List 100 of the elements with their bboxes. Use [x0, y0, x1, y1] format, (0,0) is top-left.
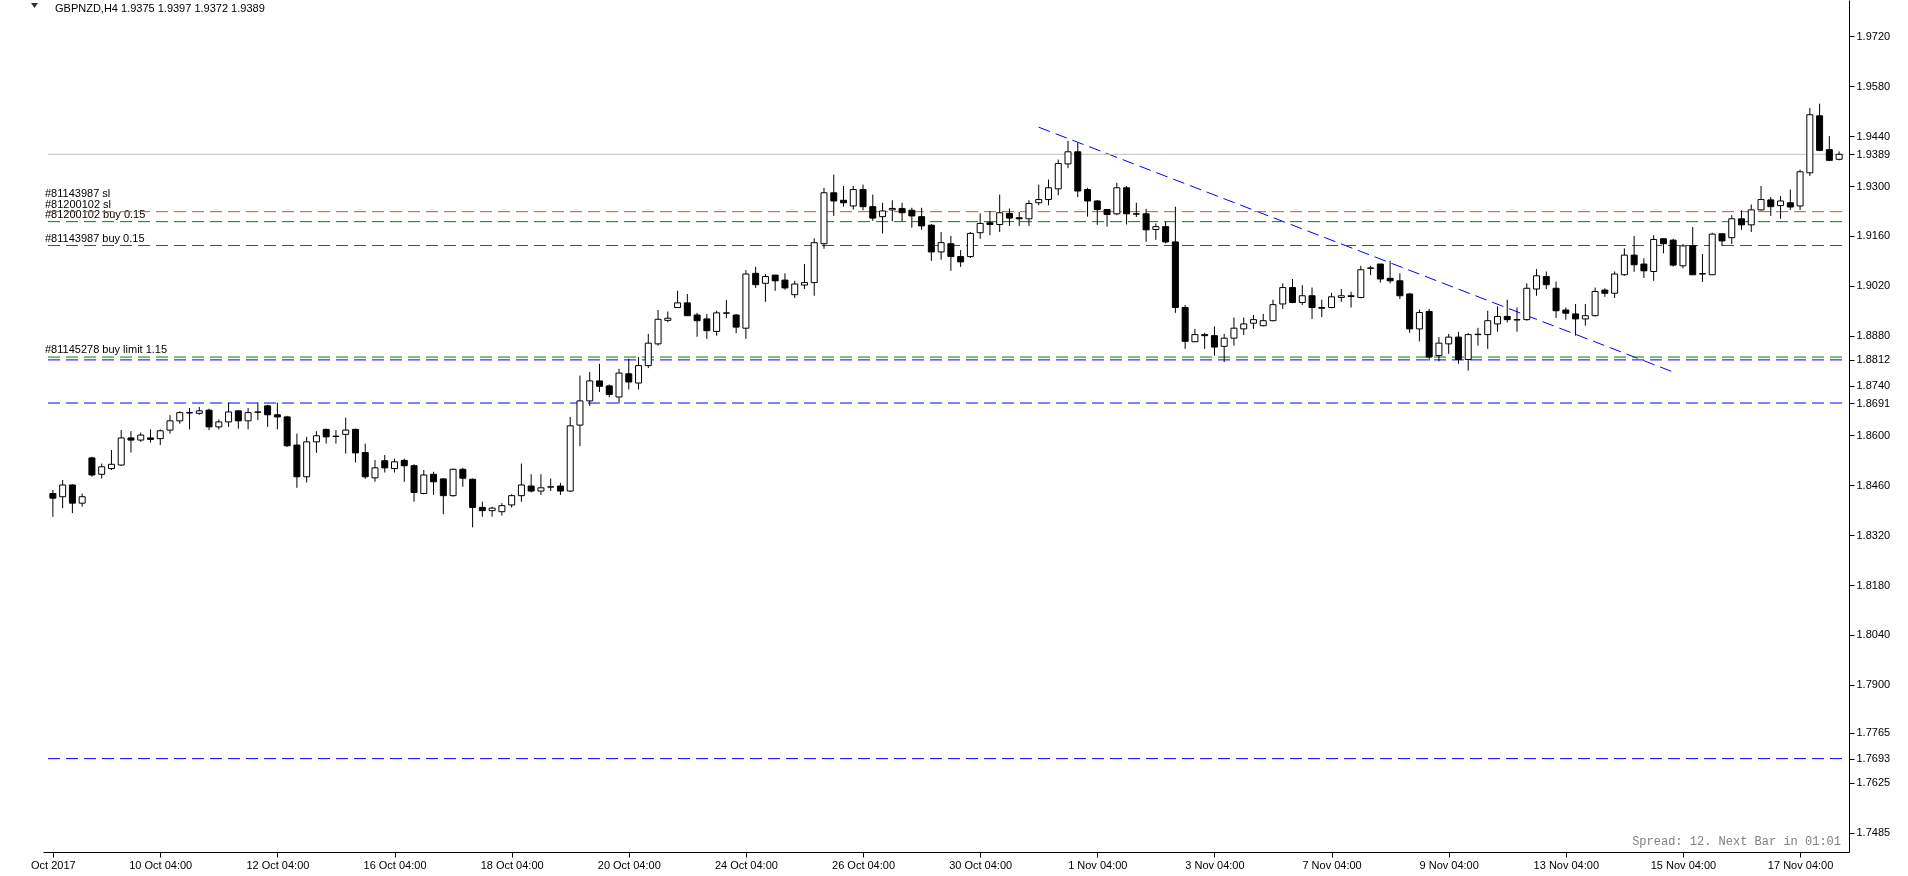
candlestick	[517, 463, 525, 503]
candlestick	[439, 478, 447, 515]
candlestick	[1611, 271, 1619, 299]
candlestick	[1513, 307, 1521, 333]
candlestick	[430, 471, 438, 496]
y-tick-label: 1.7900	[1856, 678, 1891, 691]
x-tick-label: 16 Oct 04:00	[363, 858, 427, 871]
candlestick	[996, 194, 1004, 233]
candlestick	[1035, 184, 1043, 206]
candlestick	[1210, 325, 1218, 357]
y-tick-label: 1.7485	[1856, 826, 1891, 839]
chart-title: GBPNZD,H4 1.9375 1.9397 1.9372 1.9389	[55, 2, 265, 14]
candlestick	[1533, 268, 1541, 297]
candlestick	[1493, 305, 1501, 333]
candlestick	[1025, 199, 1033, 227]
y-tick-label: 1.9389	[1856, 147, 1891, 160]
candlestick	[244, 407, 252, 430]
candlestick	[1093, 199, 1101, 226]
candlestick	[127, 430, 135, 454]
candlestick	[1767, 196, 1775, 217]
candlestick	[1581, 303, 1589, 327]
x-tick-label: 18 Oct 04:00	[480, 858, 544, 871]
y-tick-label: 1.9720	[1856, 29, 1891, 42]
candlestick	[1552, 281, 1560, 319]
y-tick-label: 1.8880	[1856, 329, 1891, 342]
candlestick	[898, 202, 906, 222]
y-tick-label: 1.8812	[1856, 353, 1891, 366]
y-tick-label: 1.9300	[1856, 179, 1891, 192]
candlestick	[1445, 333, 1453, 355]
x-tick-label: 7 Nov 04:00	[1302, 858, 1362, 871]
candlestick	[312, 430, 320, 454]
candlestick	[722, 299, 730, 319]
candlestick	[1728, 214, 1736, 245]
candlestick	[488, 506, 496, 518]
y-tick-label: 1.8600	[1856, 428, 1891, 441]
x-tick-label: 17 Nov 04:00	[1767, 858, 1834, 871]
ref-line-label: #81200102 sl	[45, 197, 112, 210]
candlestick	[420, 469, 428, 495]
candlestick	[1698, 253, 1706, 283]
candlestick	[595, 363, 603, 393]
candlestick	[937, 231, 945, 261]
candlestick	[400, 458, 408, 483]
y-tick-label: 1.7693	[1856, 752, 1891, 765]
candlestick	[332, 429, 340, 445]
candlestick	[1298, 284, 1306, 306]
candlestick	[254, 402, 262, 421]
candlestick	[1738, 209, 1746, 231]
candlestick	[635, 356, 643, 390]
candlestick	[1142, 208, 1150, 243]
y-tick-label: 1.8691	[1856, 396, 1891, 409]
candlestick	[966, 231, 974, 259]
candlestick	[830, 174, 838, 217]
y-tick-label: 1.8040	[1856, 628, 1891, 641]
candlestick	[371, 459, 379, 483]
candlestick	[888, 199, 896, 222]
candlestick	[693, 312, 701, 338]
candlestick	[683, 293, 691, 317]
y-tick-label: 1.9160	[1856, 229, 1891, 242]
candlestick	[1220, 333, 1228, 363]
candlestick	[1777, 195, 1785, 220]
candlestick	[1279, 282, 1287, 310]
candlestick	[498, 502, 506, 517]
candlestick	[586, 371, 594, 407]
x-tick-label: 15 Nov 04:00	[1650, 858, 1717, 871]
y-tick-label: 1.8180	[1856, 578, 1891, 591]
candlestick	[59, 479, 67, 509]
x-tick-label: 12 Oct 04:00	[246, 858, 310, 871]
candlestick	[1620, 247, 1628, 277]
candlestick	[908, 207, 916, 229]
candlestick	[1103, 209, 1111, 228]
x-tick-label: 1 Nov 04:00	[1068, 858, 1128, 871]
candlestick	[1630, 235, 1638, 273]
candlestick	[166, 414, 174, 435]
ref-line-label: #81145278 buy limit 1.15	[45, 343, 168, 356]
ref-line-label: #81143987 buy 0.15	[45, 231, 145, 244]
annotation: Spread: 12. Next Bar in 01:01	[1632, 835, 1841, 849]
candlestick	[1484, 310, 1492, 350]
candlestick	[918, 207, 926, 231]
annotation: #81143987 sl	[45, 186, 111, 199]
candlestick	[986, 210, 994, 236]
x-tick-label: 20 Oct 04:00	[597, 858, 661, 871]
candlestick	[186, 407, 194, 430]
x-tick-label: 10 Oct 04:00	[129, 858, 193, 871]
candlestick	[1152, 222, 1160, 241]
candlestick	[537, 473, 545, 496]
candlestick	[1308, 287, 1316, 320]
y-tick-label: 1.7625	[1856, 776, 1891, 789]
y-tick-label: 1.9020	[1856, 279, 1891, 292]
candlestick	[1757, 185, 1765, 212]
candlestick	[1396, 272, 1404, 300]
candlestick	[1572, 303, 1580, 337]
candlestick	[1084, 187, 1092, 218]
candlestick	[1786, 189, 1794, 211]
x-tick-label: 26 Oct 04:00	[832, 858, 896, 871]
candlestick	[459, 467, 467, 488]
candlestick	[1747, 204, 1755, 233]
candlestick	[752, 266, 760, 289]
candlestick	[869, 194, 877, 222]
candlestick	[49, 489, 57, 518]
candlestick	[1454, 331, 1462, 365]
